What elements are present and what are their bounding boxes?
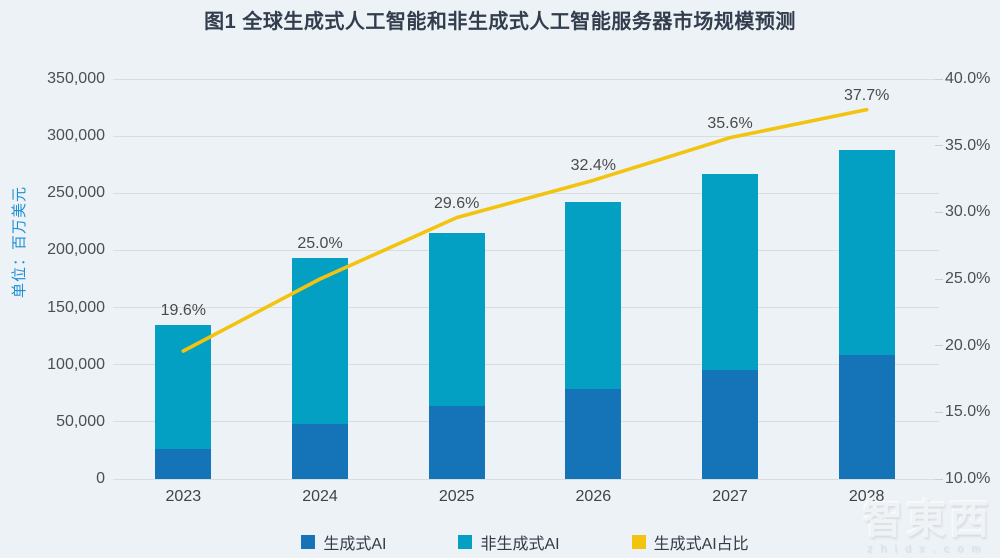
share-value-label: 37.7% — [843, 86, 890, 104]
right-axis-tick — [935, 345, 943, 347]
grid-line — [113, 78, 939, 80]
bar-segment-generative — [838, 354, 895, 479]
share-value-label: 29.6% — [433, 194, 480, 212]
grid-line — [113, 307, 939, 309]
grid-line — [113, 478, 939, 480]
left-axis-tick-label: 350,000 — [47, 70, 105, 87]
bar-segment-non-generative — [702, 173, 758, 371]
legend-item-0: 生成式AI — [301, 530, 386, 554]
x-axis-label: 2025 — [438, 488, 475, 505]
right-axis-tick-label: 30.0% — [945, 203, 991, 221]
right-axis-tick-label: 20.0% — [945, 336, 991, 354]
share-value-label: 32.4% — [570, 157, 617, 175]
grid-line — [113, 421, 939, 423]
right-axis-tick — [935, 78, 943, 80]
chart-title: 图1 全球生成式人工智能和非生成式人工智能服务器市场规模预测 — [204, 11, 796, 33]
legend-swatch — [458, 535, 473, 549]
watermark-domain: zhidx.com — [866, 543, 989, 555]
legend-label: 生成式AI — [323, 536, 387, 553]
bar-segment-non-generative — [292, 258, 348, 424]
right-axis-tick — [935, 478, 943, 480]
watermark: 智東西 zhidx.com — [863, 498, 992, 556]
share-value-label: 25.0% — [297, 235, 343, 253]
bar-segment-generative — [702, 370, 758, 479]
share-line — [181, 107, 869, 353]
x-axis-label: 2028 — [848, 488, 885, 505]
bar-segment-non-generative — [565, 202, 622, 390]
share-value-label: 35.6% — [707, 114, 753, 132]
right-axis-tick-label: 35.0% — [945, 136, 991, 154]
bar-segment-non-generative — [428, 233, 485, 407]
left-axis-tick-label: 0 — [96, 470, 105, 487]
legend-item-1: 非生成式AI — [458, 530, 560, 554]
legend-label: 生成式AI占比 — [653, 536, 749, 553]
grid-line — [113, 364, 939, 366]
right-axis-tick — [935, 278, 943, 280]
x-axis-label: 2024 — [302, 488, 338, 505]
legend-swatch — [301, 535, 316, 549]
legend-item-2: 生成式AI占比 — [631, 530, 749, 554]
bar-segment-generative — [292, 423, 348, 479]
left-axis-tick-label: 150,000 — [47, 298, 105, 316]
bar-segment-generative — [428, 406, 485, 479]
left-axis-tick-label: 50,000 — [56, 412, 105, 430]
legend-label: 非生成式AI — [480, 536, 560, 553]
watermark-logo: 智東西 — [863, 498, 992, 542]
grid-line — [113, 135, 939, 137]
x-axis-label: 2026 — [575, 488, 612, 505]
left-axis-tick-label: 300,000 — [47, 127, 105, 145]
grid-line — [113, 192, 939, 194]
bar-segment-non-generative — [838, 149, 895, 355]
left-axis-tick-label: 250,000 — [47, 184, 105, 202]
right-axis-tick — [935, 145, 943, 147]
right-axis-tick-label: 25.0% — [945, 270, 991, 287]
legend: 生成式AI 非生成式AI 生成式AI占比 — [115, 530, 935, 554]
legend-swatch — [631, 535, 646, 549]
bar-segment-generative — [155, 448, 212, 479]
right-axis-tick — [935, 211, 943, 213]
left-axis-tick-label: 200,000 — [47, 241, 105, 259]
share-value-label: 19.6% — [160, 301, 207, 319]
right-axis-tick-label: 40.0% — [945, 70, 991, 87]
bar-segment-generative — [565, 389, 622, 479]
grid-line — [113, 249, 939, 251]
x-axis-label: 2023 — [165, 488, 202, 505]
bar-segment-non-generative — [155, 324, 212, 449]
x-axis-label: 2027 — [712, 488, 748, 505]
right-axis-tick-label: 10.0% — [945, 470, 991, 487]
right-axis-tick-label: 15.0% — [945, 403, 991, 421]
left-axis-tick-label: 100,000 — [47, 355, 105, 373]
right-axis-tick — [935, 411, 943, 413]
